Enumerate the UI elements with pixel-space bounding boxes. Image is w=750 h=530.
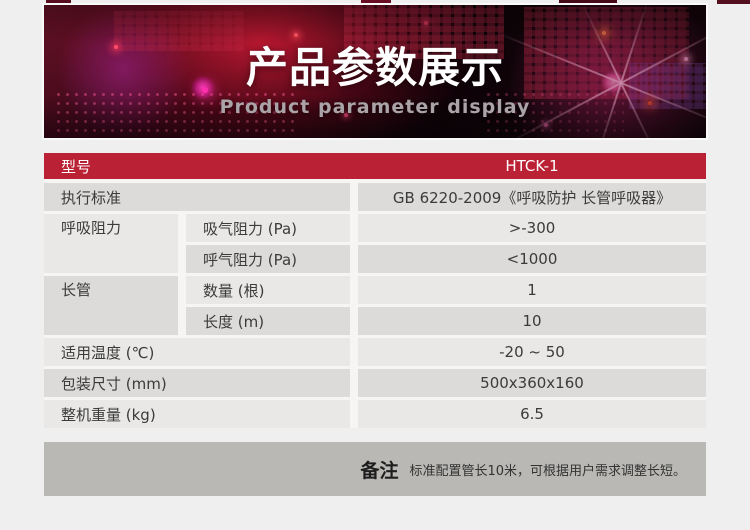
model-value: HTCK-1 — [505, 157, 559, 175]
spec-grid: 执行标准 GB 6220-2009《呼吸防护 长管呼吸器》 呼吸阻力 吸气阻力 … — [44, 183, 706, 428]
spark-dot — [602, 31, 606, 35]
top-edge-fragment — [559, 0, 617, 4]
spec-table: 型号 HTCK-1 执行标准 GB 6220-2009《呼吸防护 长管呼吸器》 … — [44, 153, 706, 428]
tube-group-label-text: 长管 — [61, 281, 92, 299]
tube-count-value: 1 — [358, 276, 706, 304]
top-edge-fragment — [717, 0, 750, 4]
spark-dot — [684, 57, 688, 61]
note-label: 备注 — [360, 459, 399, 482]
tube-length-value: 10 — [358, 307, 706, 335]
spark-dot — [424, 21, 428, 25]
weight-value: 6.5 — [358, 400, 706, 428]
banner-subtitle: Product parameter display — [219, 96, 531, 118]
note-bar: 备注 标准配置管长10米，可根据用户需求调整长短。 — [44, 442, 706, 496]
top-edge-fragment — [361, 0, 391, 4]
spark-dot — [544, 123, 548, 127]
exhale-value: <1000 — [358, 245, 706, 273]
spark-dot — [114, 45, 118, 49]
temperature-label: 适用温度 (℃) — [44, 338, 350, 366]
inhale-value: >-300 — [358, 214, 706, 242]
exhale-label: 呼气阻力 (Pa) — [186, 245, 350, 273]
banner: 产品参数展示 Product parameter display — [42, 3, 708, 140]
breath-group-label: 呼吸阻力 — [44, 214, 178, 273]
package-size-value: 500x360x160 — [358, 369, 706, 397]
top-edge-fragment — [46, 0, 71, 4]
tube-length-label: 长度 (m) — [186, 307, 350, 335]
weight-label: 整机重量 (kg) — [44, 400, 350, 428]
spark-dot — [648, 101, 652, 105]
spark-dot — [344, 113, 348, 117]
inhale-label: 吸气阻力 (Pa) — [186, 214, 350, 242]
breath-group-label-text: 呼吸阻力 — [61, 219, 122, 237]
package-size-label: 包装尺寸 (mm) — [44, 369, 350, 397]
banner-vignette — [44, 5, 706, 138]
model-label: 型号 — [61, 157, 92, 176]
spark-dot — [294, 33, 298, 37]
banner-title: 产品参数展示 — [245, 43, 504, 92]
tube-group-label: 长管 — [44, 276, 178, 335]
spark-dot — [202, 87, 208, 93]
standard-label: 执行标准 — [44, 183, 350, 211]
tube-count-label: 数量 (根) — [186, 276, 350, 304]
temperature-value: -20 ~ 50 — [358, 338, 706, 366]
standard-value: GB 6220-2009《呼吸防护 长管呼吸器》 — [358, 183, 706, 211]
model-header-row: 型号 HTCK-1 — [44, 153, 706, 179]
note-text: 标准配置管长10米，可根据用户需求调整长短。 — [409, 463, 686, 479]
